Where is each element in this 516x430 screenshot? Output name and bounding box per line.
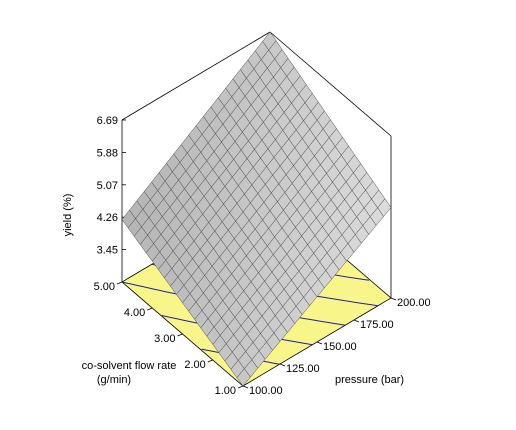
z-tick-label-1: 3.45 xyxy=(97,245,118,257)
x-tick-mark xyxy=(390,297,397,301)
x-tick-label-3: 150.00 xyxy=(323,341,357,353)
x-tick-label-5: 200.00 xyxy=(397,297,431,309)
frame-top-right-edge xyxy=(269,31,392,137)
y-tick-mark xyxy=(207,359,213,363)
y-tick-label-4: 4.00 xyxy=(124,307,145,319)
x-tick-mark xyxy=(353,319,360,323)
x-tick-label-2: 125.00 xyxy=(286,363,320,375)
y-tick-label-1: 1.00 xyxy=(215,385,236,397)
z-tick-label-3: 5.07 xyxy=(97,180,118,192)
x-axis-title: pressure (bar) xyxy=(335,374,404,386)
x-tick-mark xyxy=(279,363,286,367)
surface-cell xyxy=(236,368,251,387)
x-tick-mark xyxy=(242,385,249,389)
axis-labels: yield (%) pressure (bar) co-solvent flow… xyxy=(62,115,431,397)
y-tick-label-3: 3.00 xyxy=(154,333,175,345)
y-tick-label-5: 5.00 xyxy=(94,281,115,293)
y-tick-mark xyxy=(177,333,183,337)
y-axis-title-line2: (g/min) xyxy=(97,374,131,386)
y-tick-mark xyxy=(147,307,153,311)
z-tick-label-4: 5.88 xyxy=(97,147,118,159)
x-tick-mark xyxy=(316,341,323,345)
y-axis-title-line1: co-solvent flow rate xyxy=(82,360,177,372)
y-tick-label-2: 2.00 xyxy=(184,359,205,371)
z-tick-label-5: 6.69 xyxy=(97,115,118,127)
response-surface xyxy=(121,31,392,387)
x-tick-label-1: 100.00 xyxy=(249,385,283,397)
y-tick-mark xyxy=(116,281,123,285)
frame-top-left-edge xyxy=(121,31,271,121)
z-axis-title: yield (%) xyxy=(62,194,74,237)
y-tick-mark xyxy=(237,385,244,389)
z-tick-label-2: 4.26 xyxy=(97,212,118,224)
x-tick-label-4: 175.00 xyxy=(360,319,394,331)
